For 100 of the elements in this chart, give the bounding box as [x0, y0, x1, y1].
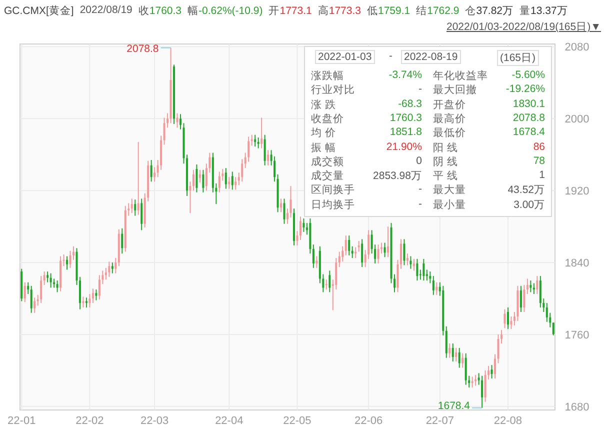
text: 开1773.1 — [268, 5, 312, 17]
candlestick — [299, 216, 302, 241]
x-tick-label: 22-01 — [8, 415, 36, 427]
annotation: 收盘价 — [311, 112, 344, 126]
annotation: -19.26% — [506, 83, 545, 96]
candlestick — [264, 134, 266, 166]
annotation: 0 — [416, 154, 422, 167]
annotation: - — [418, 198, 422, 210]
candlestick — [412, 258, 415, 272]
candlestick — [228, 176, 230, 190]
annotation: 2853.98万 — [373, 169, 422, 184]
candlestick — [354, 246, 357, 259]
candlestick — [403, 238, 406, 266]
annotation: 1830.1 — [512, 98, 545, 110]
candlestick — [436, 282, 438, 296]
candlestick — [50, 272, 52, 288]
annotation: - — [418, 183, 422, 196]
candlestick — [46, 271, 49, 283]
annotation: -5.60% — [512, 69, 545, 81]
candlestick — [312, 244, 314, 268]
annotation: 涨跌幅 — [311, 69, 344, 83]
candlestick — [422, 258, 425, 282]
annotation: 最低价 — [433, 126, 466, 140]
annotation: 78 — [533, 154, 545, 167]
candlestick — [267, 150, 270, 166]
candlestick — [40, 276, 42, 304]
candlestick — [539, 276, 542, 308]
candlestick — [43, 271, 46, 286]
candlestick — [384, 242, 386, 258]
candlestick — [361, 238, 364, 268]
x-tick-label: 22-06 — [354, 415, 383, 427]
annotation: 最大回撤 — [433, 83, 477, 98]
candlestick — [196, 164, 198, 193]
candlestick — [56, 280, 58, 293]
text: 低1759.1 — [366, 5, 410, 17]
candlestick — [78, 276, 81, 310]
chart-title: GC.CMX[黄金] — [4, 4, 74, 18]
x-tick-label: 22-02 — [76, 415, 104, 427]
annotation: 平 线 — [433, 169, 458, 184]
candlestick — [523, 284, 526, 312]
candlestick — [283, 198, 286, 224]
candlestick — [92, 288, 94, 304]
text: 高1773.3 — [318, 5, 361, 17]
x-tick-label: 22-04 — [215, 415, 244, 427]
annotation: 最高价 — [433, 112, 466, 126]
candlestick — [241, 158, 244, 182]
annotation: 2022-08-19 — [401, 50, 461, 64]
candlestick — [328, 270, 331, 293]
candlestick — [458, 347, 460, 368]
y-tick-label: 2080 — [564, 42, 590, 54]
text: 仓37.82万 — [465, 5, 514, 17]
candlestick — [410, 256, 412, 270]
candlestick — [400, 238, 402, 270]
candlestick — [416, 258, 418, 282]
candlestick — [82, 296, 84, 308]
y-tick-label: 1840 — [564, 258, 590, 270]
text: 2022/08/19 — [80, 4, 132, 18]
annotation: 最大量 — [433, 183, 466, 198]
candlestick — [257, 137, 260, 149]
candlestick — [471, 376, 474, 388]
text: 幅-0.62%(-10.9) — [188, 5, 263, 17]
y-tick-label: 1760 — [564, 329, 590, 342]
candlestick — [429, 271, 432, 284]
candlestick — [69, 250, 72, 268]
candlestick — [218, 171, 220, 193]
candlestick — [163, 117, 166, 146]
candlestick — [154, 166, 156, 182]
x-tick-label: 22-08 — [494, 415, 522, 427]
candlestick — [348, 235, 350, 256]
annotation: 43.52万 — [508, 183, 545, 198]
candlestick — [464, 352, 467, 386]
candlestick — [202, 169, 204, 193]
candlestick — [316, 256, 318, 268]
annotation: 成交量 — [311, 169, 344, 184]
candlestick — [231, 171, 234, 190]
candlestick — [130, 198, 133, 214]
candlestick — [114, 258, 117, 274]
candlestick — [30, 285, 32, 314]
candlestick — [296, 230, 298, 246]
text: 2022/01/03-2022/08/19(165日)▼ — [446, 20, 601, 34]
candlestick — [140, 198, 143, 231]
candlestick — [490, 364, 493, 380]
annotation: 2022-01-03 — [315, 50, 375, 64]
candlestick — [27, 282, 30, 294]
x-tick-label: 22-05 — [283, 415, 312, 427]
candlestick — [484, 370, 486, 402]
candlestick — [24, 282, 26, 303]
candlestick — [396, 259, 399, 293]
candlestick — [448, 342, 451, 358]
candlestick — [111, 262, 114, 274]
candlestick — [121, 228, 124, 254]
candlestick — [504, 308, 506, 329]
annotation: 2078.8 — [512, 112, 545, 124]
annotation: 振 幅 — [311, 140, 336, 154]
candlestick — [325, 279, 328, 290]
annotation: -68.3 — [398, 98, 422, 110]
candlestick — [224, 168, 227, 190]
candlestick — [494, 354, 496, 380]
candlestick — [387, 226, 390, 258]
candlestick — [150, 160, 152, 182]
